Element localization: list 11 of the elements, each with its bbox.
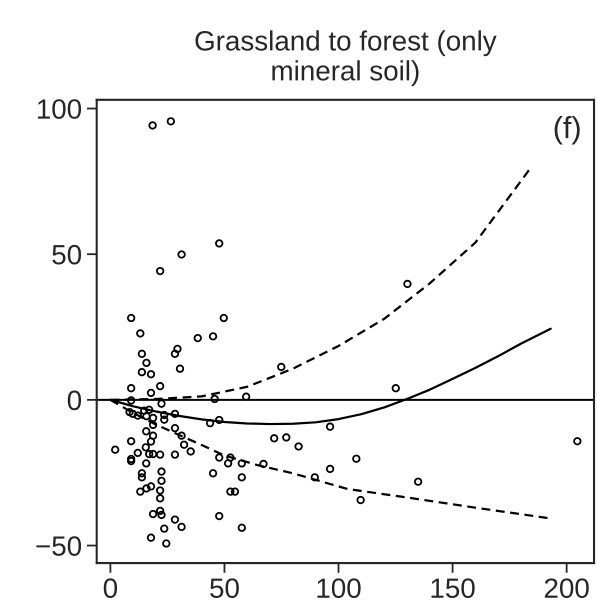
y-tick-label: 0 (68, 390, 82, 410)
x-tick-label: 150 (432, 578, 475, 598)
x-tick-label: 0 (104, 578, 118, 598)
x-tick-label: 200 (544, 578, 589, 598)
y-tick-label: −50 (36, 536, 82, 556)
y-tick-label: 50 (52, 244, 82, 265)
annotation: (f) (554, 116, 580, 144)
y-tick-label: 100 (38, 99, 82, 119)
chart-title: Grassland to forest (only mineral soil) (195, 30, 497, 86)
x-tick-label: 100 (317, 578, 361, 598)
x-tick-label: 50 (210, 578, 239, 598)
